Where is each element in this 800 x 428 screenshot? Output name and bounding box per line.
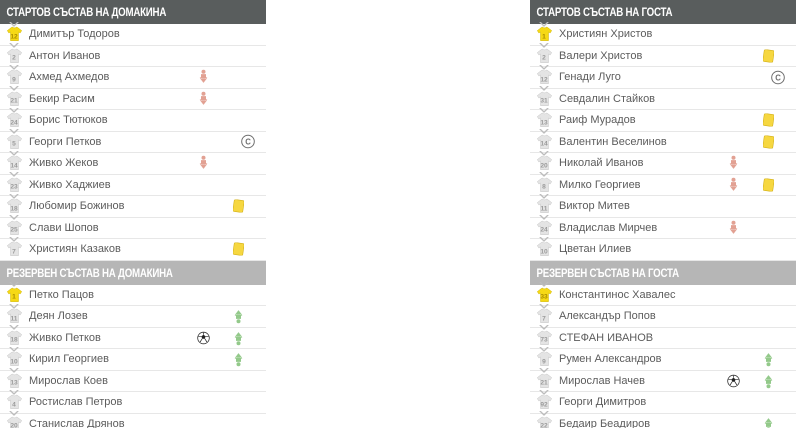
svg-text:C: C [775,73,781,82]
svg-text:C: C [245,138,251,147]
